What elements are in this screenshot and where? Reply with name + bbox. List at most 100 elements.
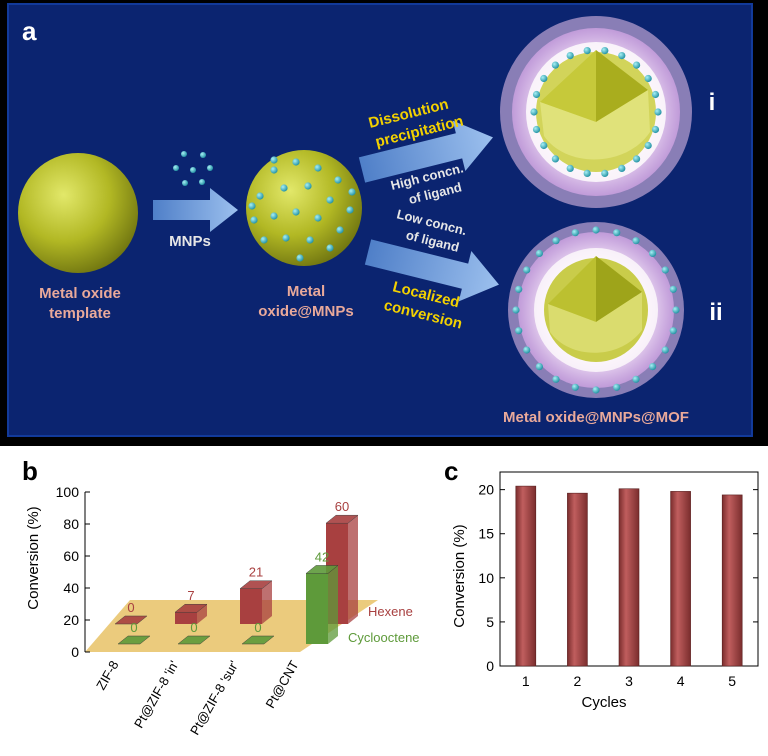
chart-b-category-label: ZIF-8 xyxy=(93,658,122,692)
chart-b-series-label-cyclooctene: Cyclooctene xyxy=(348,630,420,645)
chart-b-bar-cyclooctene-top xyxy=(305,565,339,574)
chart-c-ylabel: Conversion (%) xyxy=(451,524,468,627)
mnp-dot xyxy=(661,346,669,354)
loose-mnps xyxy=(173,151,213,186)
product-i-mnp-dots xyxy=(530,47,662,177)
mnp-dot xyxy=(592,386,600,394)
mnp-dot xyxy=(270,212,278,220)
schematic-svg: a Metal oxide template MNPs Metal oxide@… xyxy=(7,3,753,437)
chart-b-ytick-label: 0 xyxy=(71,644,79,660)
mnp-dot xyxy=(651,125,660,134)
mnp-dot xyxy=(669,327,677,335)
chart-b-data-label-cyclooctene: 0 xyxy=(190,620,197,635)
chart-b-bar-hexene xyxy=(114,615,148,625)
chart-b-bar-hexene-top xyxy=(239,580,273,589)
mnp-dot xyxy=(523,266,531,274)
middle-label-line2: oxide@MNPs xyxy=(258,303,353,320)
chart-b-floor-plane xyxy=(85,600,378,652)
mnp-dot xyxy=(551,155,559,163)
product-ii-mnp-dots xyxy=(512,226,680,394)
chart-b-bar-hexene-side xyxy=(262,580,272,624)
chart-b-ytick-label: 80 xyxy=(63,516,79,532)
mnp-dot xyxy=(551,61,559,69)
chart-c-bar xyxy=(670,491,691,667)
mnp-dot xyxy=(250,216,258,224)
product-i-label: i xyxy=(709,89,716,116)
chart-b-bar-hexene-side xyxy=(197,604,207,624)
panel-b: b 0 20 40 60 80 100 ZIF-8 Pt@ZIF-8 'in' Pt@ZIF-… xyxy=(0,446,440,756)
mnp-dot xyxy=(523,346,531,354)
mnp-dot xyxy=(270,166,278,174)
mnp-dot xyxy=(535,363,543,371)
mnp-dot xyxy=(260,236,268,244)
chart-b-bar-hexene xyxy=(239,580,273,624)
chart-c-xlabel: Cycles xyxy=(581,694,626,711)
chart-b-bar-cyclooctene xyxy=(305,565,339,644)
product-label: Metal oxide@MNPs@MOF xyxy=(503,409,689,426)
sphere-mnp-dots xyxy=(248,156,356,262)
mnp-dot xyxy=(613,229,621,237)
mnp-dot xyxy=(515,285,523,293)
template-label-line2: template xyxy=(49,305,111,322)
chart-c-bar xyxy=(721,494,743,667)
chart-b-bar-cyclooctene-top xyxy=(241,635,275,645)
mnp-dot xyxy=(348,188,356,196)
chart-c-xtick-label: 5 xyxy=(728,673,736,689)
mnp-dot xyxy=(530,108,538,116)
mnp-dot xyxy=(571,229,579,237)
mnp-dot xyxy=(532,125,541,134)
panel-letter-b: b xyxy=(22,456,38,486)
chart-b-ylabel: Conversion (%) xyxy=(25,506,42,609)
mnp-dot xyxy=(326,244,334,252)
panel-c: c 0 5 10 15 20 1 2 3 4 5 Conversion (%) Cycles xyxy=(440,446,768,756)
mnp-dot xyxy=(601,169,609,177)
mnp-dot xyxy=(314,164,322,172)
chart-b-bar-hexene-front xyxy=(240,588,262,624)
mnp-dot xyxy=(649,249,657,257)
chart-b-ytick-label: 40 xyxy=(63,580,79,596)
mnp-dot xyxy=(326,196,334,204)
mnp-dot xyxy=(552,237,560,245)
arrow-mnps xyxy=(153,188,238,232)
mnp-dot xyxy=(661,266,669,274)
mnp-dot xyxy=(336,226,344,234)
middle-label-line1: Metal xyxy=(287,283,325,300)
mnp-dot xyxy=(583,169,591,177)
metal-oxide-mnps-sphere xyxy=(246,150,362,266)
mnp-dot xyxy=(540,74,548,83)
mnp-dot xyxy=(515,327,523,335)
chart-c-svg: c 0 5 10 15 20 1 2 3 4 5 Conversion (%) Cycles xyxy=(444,456,759,711)
arrow-lower-route xyxy=(364,239,499,302)
product-ii-label: ii xyxy=(709,299,722,326)
chart-b-data-label-cyclooctene: 42 xyxy=(315,549,329,564)
mnp-dot xyxy=(334,176,342,184)
chart-b-svg: b 0 20 40 60 80 100 ZIF-8 Pt@ZIF-8 'in' Pt@ZIF-… xyxy=(22,456,420,738)
mnp-dot xyxy=(512,306,520,314)
chart-b-bar-hexene-top xyxy=(174,603,208,613)
mnp-dot xyxy=(644,141,652,150)
mnp-dot xyxy=(633,155,641,163)
chart-c-bar xyxy=(567,492,588,667)
mnp-dot xyxy=(314,214,322,222)
chart-b-data-label-cyclooctene: 0 xyxy=(130,620,137,635)
chart-b-bar-cyclooctene-side xyxy=(328,565,338,644)
mnp-dot xyxy=(304,182,312,190)
schematic-panel: a Metal oxide template MNPs Metal oxide@… xyxy=(7,3,753,437)
chart-b-axis: 0 20 40 60 80 100 xyxy=(56,484,90,660)
mnp-dot xyxy=(306,236,314,244)
chart-b-bar-cyclooctene-top xyxy=(117,635,151,645)
chart-b-data-label-hexene: 60 xyxy=(335,499,349,514)
chart-b-bars xyxy=(114,514,359,645)
mnp-dot xyxy=(583,47,591,55)
arrow-mnps-label: MNPs xyxy=(169,233,211,250)
mnp-dot xyxy=(346,206,354,214)
chart-b-bar-hexene-top xyxy=(114,615,148,625)
product-i-core-shell xyxy=(500,16,692,208)
chart-b-category-label: Pt@ZIF-8 'sur' xyxy=(187,658,242,738)
chart-b-category-label: Pt@CNT xyxy=(263,658,302,711)
chart-c-xtick-label: 1 xyxy=(522,673,530,689)
mnp-dot xyxy=(270,156,278,164)
mnp-dot xyxy=(280,184,288,192)
chart-c-ytick-label: 0 xyxy=(486,658,494,674)
panel-letter-a: a xyxy=(22,16,37,46)
